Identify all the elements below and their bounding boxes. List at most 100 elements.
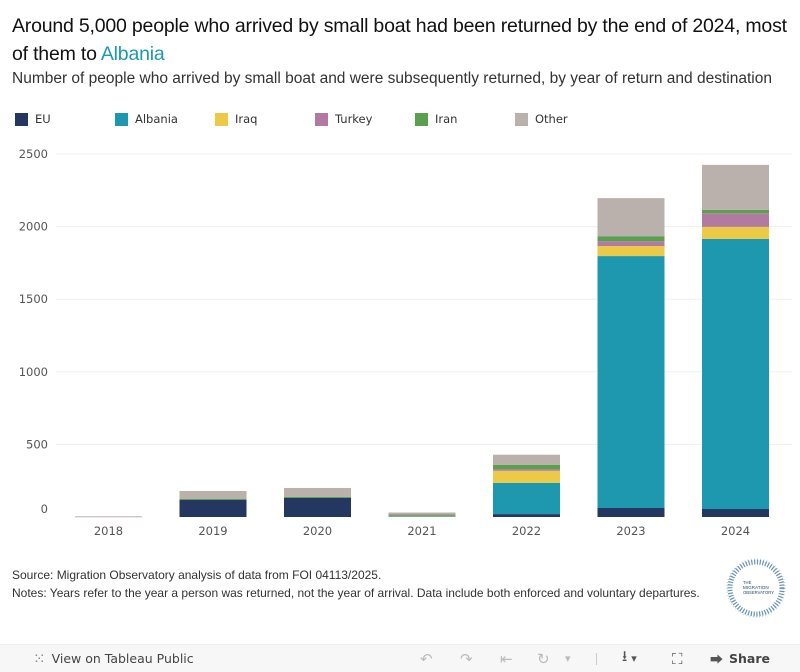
- bar-segment-iraq-2023[interactable]: [597, 246, 665, 257]
- share-label: Share: [729, 651, 770, 666]
- legend-swatch: [115, 112, 128, 126]
- legend-item-other[interactable]: Other: [515, 111, 568, 127]
- bar-segment-eu-2022[interactable]: [493, 514, 560, 517]
- bar-segment-other-2020[interactable]: [284, 487, 351, 497]
- x-tick-label: 2018: [94, 524, 123, 538]
- bar-segment-turkey-2022[interactable]: [493, 469, 560, 471]
- legend-item-iran[interactable]: Iran: [415, 111, 457, 127]
- bar-segment-iran-2021[interactable]: [388, 514, 456, 516]
- refresh-dropdown[interactable]: ▾: [565, 645, 571, 672]
- bar-stack-2020[interactable]: [284, 487, 351, 517]
- bar-stack-2018[interactable]: [75, 516, 142, 518]
- redo-button[interactable]: ↷: [460, 645, 473, 672]
- bar-segment-other-2024[interactable]: [702, 164, 769, 210]
- title-accent-albania: Albania: [100, 43, 165, 65]
- chevron-down-icon: ▾: [631, 652, 637, 665]
- bar-segment-turkey-2023[interactable]: [597, 241, 665, 247]
- bar-segment-eu-2019[interactable]: [179, 500, 247, 517]
- download-button[interactable]: ⭳ ▾: [622, 645, 637, 672]
- x-tick-label: 2021: [407, 524, 436, 538]
- revert-icon: ⇤: [500, 649, 513, 668]
- share-button[interactable]: ⮕ Share: [710, 645, 770, 672]
- bar-stack-2022[interactable]: [493, 454, 560, 517]
- bar-segment-iran-2019[interactable]: [179, 498, 247, 501]
- bar-segment-iraq-2022[interactable]: [493, 470, 560, 483]
- bar-segment-other-2022[interactable]: [493, 454, 560, 465]
- toolbar-divider: [596, 645, 597, 672]
- bar-segment-iran-2024[interactable]: [702, 209, 769, 214]
- tableau-logo-icon: ⁙: [33, 649, 46, 668]
- bar-segment-iran-2022[interactable]: [493, 464, 560, 470]
- chevron-down-icon: ▾: [565, 652, 571, 665]
- view-on-tableau-link[interactable]: ⁙ View on Tableau Public: [33, 645, 194, 672]
- gridlines: [56, 153, 792, 445]
- undo-button[interactable]: ↶: [420, 645, 433, 672]
- bar-stack-2019[interactable]: [179, 491, 247, 517]
- chart-subtitle: Number of people who arrived by small bo…: [12, 70, 772, 87]
- x-tick-label: 2024: [721, 524, 750, 538]
- fullscreen-icon: ⛶: [672, 649, 683, 668]
- y-tick-label: 1000: [19, 365, 48, 379]
- bar-segment-iran-2023[interactable]: [597, 236, 665, 242]
- svg-text:MIGRATION: MIGRATION: [743, 585, 769, 590]
- chart-title: Around 5,000 people who arrived by small…: [12, 12, 792, 68]
- migration-observatory-logo: THE MIGRATION OBSERVATORY: [726, 558, 786, 618]
- bar-segment-albania-2024[interactable]: [702, 238, 769, 510]
- bar-segment-iraq-2024[interactable]: [702, 226, 769, 239]
- y-tick-label: 500: [26, 437, 48, 451]
- y-tick-label: 0: [41, 502, 48, 516]
- notes: Notes: Years refer to the year a person …: [12, 586, 700, 600]
- x-tick-label: 2023: [616, 524, 645, 538]
- title-text: Around 5,000 people who arrived by small…: [12, 15, 787, 65]
- legend-swatch: [15, 112, 28, 126]
- bar-segment-other-2019[interactable]: [179, 491, 247, 499]
- legend-label: Iraq: [235, 112, 258, 126]
- legend-label: Iran: [435, 112, 458, 126]
- legend-swatch: [415, 112, 428, 126]
- legend-label: EU: [35, 112, 51, 126]
- legend-item-albania[interactable]: Albania: [115, 111, 178, 127]
- bar-stack-2023[interactable]: [597, 198, 665, 517]
- bar-stack-2024[interactable]: [702, 164, 769, 517]
- bar-segment-eu-2024[interactable]: [702, 509, 769, 517]
- y-tick-label: 2000: [19, 220, 48, 234]
- bar-segment-other-2023[interactable]: [597, 198, 665, 237]
- y-tick-label: 1500: [19, 292, 48, 306]
- x-tick-label: 2020: [303, 524, 332, 538]
- legend-label: Turkey: [335, 112, 373, 126]
- bar-segment-eu-2023[interactable]: [597, 507, 665, 517]
- bar-segment-other-2021[interactable]: [388, 512, 456, 515]
- svg-text:OBSERVATORY: OBSERVATORY: [743, 590, 774, 595]
- legend-label: Other: [535, 112, 568, 126]
- x-tick-label: 2022: [512, 524, 541, 538]
- legend-item-iraq[interactable]: Iraq: [215, 111, 257, 127]
- download-icon: ⭳: [622, 647, 628, 665]
- stacked-bar-chart: 0 500 1000 1500 2000 2500 2018 2019 2020 2021 202…: [19, 147, 792, 538]
- source-note: Source: Migration Observatory analysis o…: [12, 568, 382, 582]
- legend-item-turkey[interactable]: Turkey: [315, 111, 372, 127]
- bar-segment-iran-2020[interactable]: [284, 496, 351, 498]
- bar-segment-eu-2020[interactable]: [284, 497, 351, 517]
- revert-button[interactable]: ⇤: [500, 645, 513, 672]
- x-axis: 2018 2019 2020 2021 2022 2023 2024: [94, 524, 750, 538]
- bar-segment-other-2018[interactable]: [75, 516, 142, 518]
- legend-item-eu[interactable]: EU: [15, 111, 51, 127]
- legend-swatch: [315, 112, 328, 126]
- legend-swatch: [215, 112, 228, 126]
- legend-swatch: [515, 112, 528, 126]
- redo-icon: ↷: [460, 649, 473, 668]
- x-tick-label: 2019: [198, 524, 227, 538]
- bar-segment-turkey-2021[interactable]: [388, 515, 456, 517]
- bar-stack-2021[interactable]: [388, 512, 456, 517]
- bar-segment-albania-2023[interactable]: [597, 256, 665, 508]
- share-icon: ⮕: [710, 653, 724, 668]
- fullscreen-button[interactable]: ⛶: [672, 645, 683, 672]
- bar-segment-turkey-2024[interactable]: [702, 213, 769, 227]
- tableau-toolbar: ⁙ View on Tableau Public ↶ ↷ ⇤ ↻ ▾ ⭳ ▾ ⛶…: [0, 644, 800, 672]
- refresh-icon: ↻: [537, 649, 550, 668]
- refresh-button[interactable]: ↻: [537, 645, 550, 672]
- footer: Source: Migration Observatory analysis o…: [12, 566, 712, 602]
- bar-segment-albania-2022[interactable]: [493, 482, 560, 515]
- legend-label: Albania: [135, 112, 178, 126]
- svg-text:THE: THE: [743, 580, 752, 585]
